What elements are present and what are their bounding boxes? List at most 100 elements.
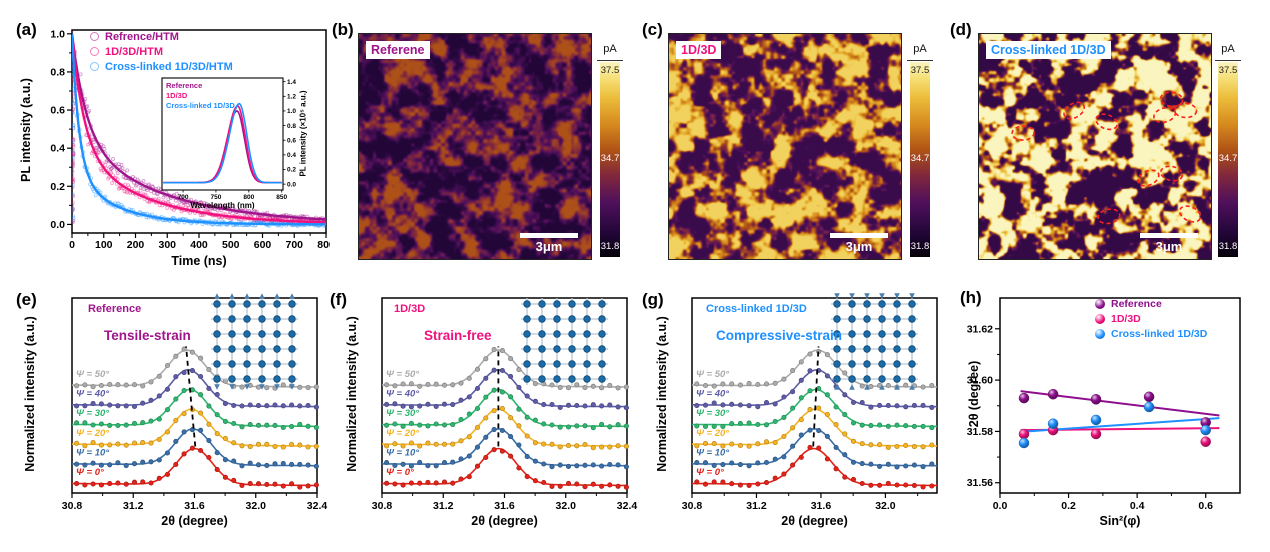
svg-text:32.4: 32.4 [307,500,328,512]
colorbar-top-line [1215,60,1241,61]
xrd-strain-label: Tensile-strain [104,328,191,343]
svg-text:Ψ = 50°: Ψ = 50° [76,369,109,380]
legend-label: 1D/3D [1111,312,1141,325]
scale-bar [830,233,888,238]
svg-text:0.4: 0.4 [50,143,65,155]
y-axis-title: PL intensity (a.u.) [19,78,33,182]
ball-marker [1095,313,1105,324]
svg-text:0.6: 0.6 [50,105,65,117]
svg-text:700: 700 [285,239,303,251]
colorbar [600,62,620,257]
legend-label: 1D/3D/HTM [105,45,164,58]
colorbar-tick: 34.7 [1218,153,1238,164]
xrd-chart-crosslinked: 30.8 31.2 31.6 32.0 Ψ = 0° Ψ = 10° Ψ = 20° Ψ = … [682,293,938,512]
svg-text:Ψ = 30°: Ψ = 30° [386,408,419,419]
inset-legend-label: Reference [166,81,203,90]
cafm-map-crosslinked [978,33,1212,260]
svg-text:0.2: 0.2 [1061,500,1076,512]
svg-text:31.58: 31.58 [967,426,993,438]
legend-item: Cross-linked 1D/3D/HTM [90,59,233,74]
svg-text:Ψ = 40°: Ψ = 40° [696,388,729,399]
panel-letter-b: (b) [332,20,354,39]
legend-item: 1D/3D [1095,311,1207,326]
sin2psi-legend: Reference 1D/3D Cross-linked 1D/3D [1095,296,1207,341]
x-axis-title: 2θ (degree) [781,514,848,528]
colorbar-unit: pA [1221,43,1235,55]
legend-label: Refrence/HTM [105,30,179,43]
ball-marker [1095,298,1105,309]
pl-decay-chart: 0 100 200 300 400 500 600 700 800 0.0 0.2 0.4 0.6 0.8… [50,28,330,251]
colorbar-unit: pA [603,43,617,55]
svg-text:700: 700 [178,194,189,201]
colorbar-top-line [907,60,933,61]
svg-text:0.4: 0.4 [287,152,296,159]
cafm-map-reference [358,33,592,260]
inset-y-axis-title: PL intensity (×10⁵ a.u.) [298,90,308,177]
svg-text:Ψ = 30°: Ψ = 30° [696,408,729,419]
svg-text:Ψ = 40°: Ψ = 40° [76,388,109,399]
svg-text:0.2: 0.2 [287,167,296,174]
ball-marker [1095,328,1105,339]
legend-label: Cross-linked 1D/3D [1111,327,1208,340]
svg-text:Ψ = 50°: Ψ = 50° [386,369,419,380]
y-axis-title: Normalized intensity (a.u.) [655,316,669,472]
svg-text:800: 800 [243,194,254,201]
svg-text:31.60: 31.60 [967,375,993,387]
panel-letter-h: (h) [960,288,982,307]
legend-item: Cross-linked 1D/3D [1095,326,1207,341]
svg-text:32.4: 32.4 [617,500,638,512]
open-circle-marker [90,47,99,56]
svg-text:750: 750 [210,194,221,201]
svg-text:32.0: 32.0 [246,500,267,512]
svg-text:0.0: 0.0 [993,500,1008,512]
svg-text:32.0: 32.0 [875,500,896,512]
map-sample-label: Referene [366,41,430,59]
panel-letter-g: (g) [642,290,664,309]
svg-text:Ψ = 50°: Ψ = 50° [696,369,729,380]
colorbar-top-line [597,60,623,61]
svg-text:600: 600 [254,239,272,251]
xrd-strain-label: Compressive-strain [716,328,843,343]
legend-item: 1D/3D/HTM [90,44,233,59]
svg-text:Ψ = 20°: Ψ = 20° [76,428,109,439]
svg-text:1.0: 1.0 [287,108,296,115]
scale-bar [520,233,578,238]
open-circle-marker [90,62,99,71]
colorbar-unit: pA [913,43,927,55]
svg-text:Ψ = 10°: Ψ = 10° [76,448,109,459]
cafm-map-1d3d [668,33,902,260]
svg-text:Ψ = 20°: Ψ = 20° [386,428,419,439]
legend-item: Refrence/HTM [90,29,233,44]
inset-x-axis-title: Wavelength (nm) [190,201,255,210]
svg-text:32.0: 32.0 [556,500,577,512]
svg-text:30.8: 30.8 [682,500,703,512]
x-axis-title: 2θ (degree) [471,514,538,528]
svg-text:300: 300 [158,239,176,251]
svg-text:0.2: 0.2 [50,181,65,193]
colorbar-tick: 31.8 [910,241,930,252]
svg-text:30.8: 30.8 [62,500,83,512]
svg-text:31.62: 31.62 [967,323,993,335]
scale-bar-label: 3μm [845,239,873,254]
svg-text:0.8: 0.8 [287,123,296,130]
svg-text:400: 400 [190,239,208,251]
svg-text:31.2: 31.2 [433,500,454,512]
pl-decay-legend: Refrence/HTM 1D/3D/HTM Cross-linked 1D/3… [90,29,233,74]
xrd-sample-label: Cross-linked 1D/3D [706,303,807,315]
svg-text:Ψ = 40°: Ψ = 40° [386,388,419,399]
colorbar-tick: 37.5 [1218,65,1238,76]
svg-text:31.56: 31.56 [967,477,993,489]
inset-legend-label: 1D/3D [166,91,188,100]
y-axis-title: 2θ (degree) [967,360,981,428]
svg-text:31.6: 31.6 [811,500,832,512]
svg-text:0.8: 0.8 [50,66,65,78]
x-axis-title: 2θ (degree) [161,514,228,528]
svg-text:0.0: 0.0 [50,219,65,231]
xrd-chart-reference: 30.8 31.2 31.6 32.0 32.4 Ψ = 0° Ψ = 10° Ψ = 20°… [62,293,328,512]
map-sample-label: Cross-linked 1D/3D [986,41,1111,59]
svg-text:31.2: 31.2 [123,500,144,512]
svg-text:200: 200 [127,239,145,251]
svg-text:850: 850 [276,194,287,201]
colorbar [1218,62,1238,257]
y-axis-title: Normalized intensity (a.u.) [23,316,37,472]
